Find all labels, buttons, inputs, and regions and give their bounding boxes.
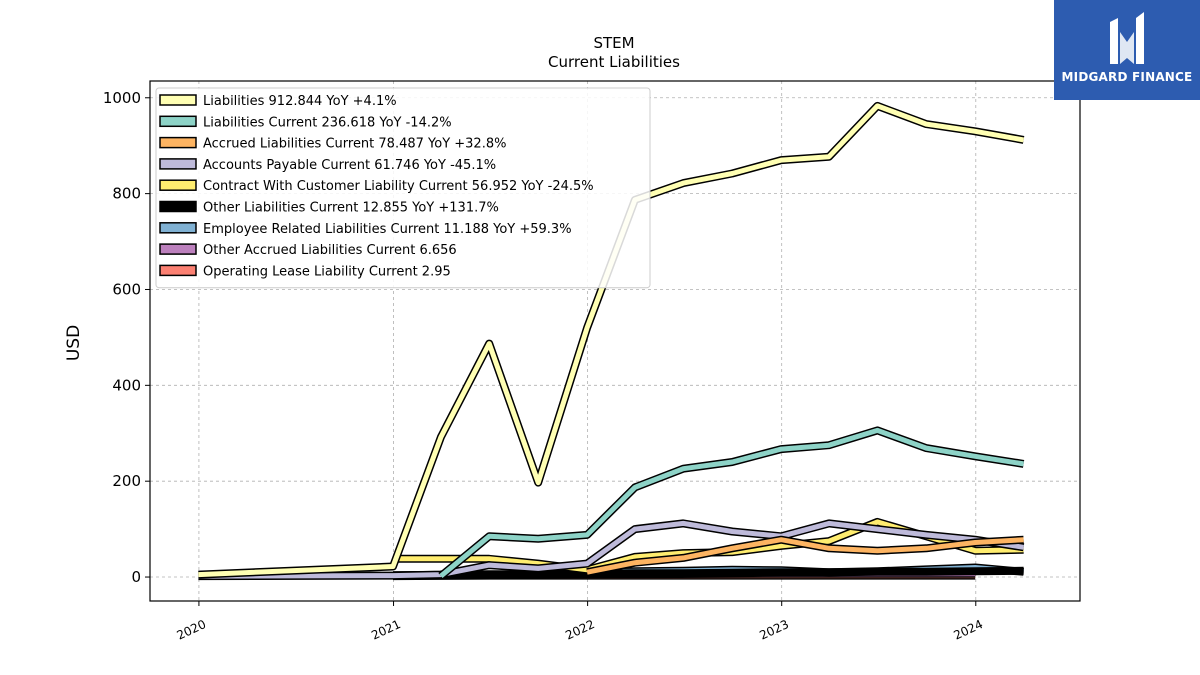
legend-swatch — [159, 136, 197, 149]
series-lines — [198, 101, 1025, 581]
y-tick-label: 600 — [112, 280, 141, 298]
brand-logo: MIDGARD FINANCE — [1054, 0, 1200, 100]
legend-box — [155, 87, 651, 289]
x-tick-label: 2023 — [757, 617, 791, 643]
x-tick-label: 2020 — [175, 617, 209, 643]
legend-label: Employee Related Liabilities Current 11.… — [203, 222, 572, 237]
midgard-m-icon — [1110, 12, 1144, 64]
series-line — [198, 103, 1025, 578]
legend-swatch — [159, 179, 197, 191]
series-line — [198, 520, 1024, 579]
legend-label: Liabilities Current 236.618 YoY -14.2% — [203, 115, 452, 130]
chart-title: STEM — [593, 34, 634, 52]
x-tick-label: 2021 — [369, 617, 403, 643]
legend-swatch — [159, 264, 197, 277]
legend-swatch — [159, 115, 197, 128]
legend-label: Accrued Liabilities Current 78.487 YoY +… — [203, 137, 506, 152]
legend-label: Other Liabilities Current 12.855 YoY +13… — [203, 201, 499, 216]
legend: Liabilities 912.844 YoY +4.1% Liabilities… — [155, 87, 651, 289]
legend-swatch — [159, 222, 197, 234]
brand-name: MIDGARD FINANCE — [1061, 70, 1193, 84]
y-tick-label: 0 — [131, 568, 141, 586]
legend-swatch — [159, 243, 197, 255]
series-other-liabilities-current — [440, 566, 1024, 579]
series-line — [586, 537, 1024, 575]
legend-label: Operating Lease Liability Current 2.95 — [203, 264, 451, 279]
series-line — [439, 427, 1024, 579]
series-liabilities-current — [438, 426, 1025, 580]
series-line — [440, 568, 1024, 578]
legend-label: Other Accrued Liabilities Current 6.656 — [203, 243, 457, 258]
legend-label: Accounts Payable Current 61.746 YoY -45.… — [203, 158, 496, 173]
series-accounts-payable-current — [198, 519, 1025, 581]
y-tick-label: 400 — [112, 376, 141, 394]
plot-frame — [149, 80, 1081, 602]
x-tick-label: 2022 — [563, 617, 597, 643]
legend-label: Liabilities 912.844 YoY +4.1% — [203, 94, 397, 109]
series-accrued-liabilities-current — [586, 535, 1024, 577]
legend-label: Contract With Customer Liability Current… — [203, 179, 594, 194]
y-axis-label: USD — [64, 325, 84, 361]
y-tick-label: 1000 — [103, 89, 141, 107]
x-tick-label: 2024 — [951, 617, 985, 643]
y-tick-label: 200 — [112, 472, 141, 490]
series-liabilities — [198, 101, 1025, 579]
chart-subtitle: Current Liabilities — [548, 53, 680, 71]
legend-swatch — [159, 94, 197, 106]
legend-swatch — [159, 158, 197, 170]
legend-swatch — [159, 200, 197, 213]
y-tick-label: 800 — [112, 185, 141, 203]
